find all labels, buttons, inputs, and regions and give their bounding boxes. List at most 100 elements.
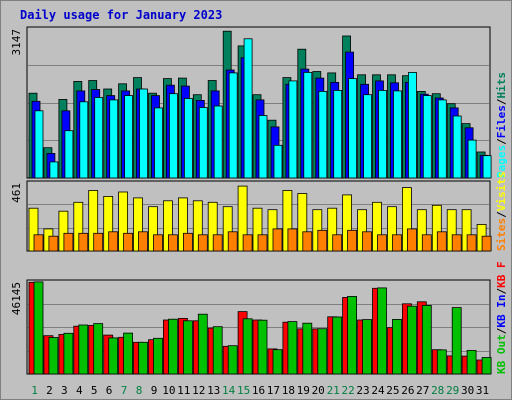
bar-top-pages-23 xyxy=(363,94,373,179)
legend-item-kb-in: KB In xyxy=(495,295,508,328)
bar-middle-sites-9 xyxy=(153,234,163,252)
bar-middle-visits-30 xyxy=(461,209,472,252)
bar-top-pages-14 xyxy=(228,72,238,179)
x-tick-label-day-2: 2 xyxy=(46,384,53,397)
x-tick-label-day-27: 27 xyxy=(416,384,429,397)
x-tick-label-day-31: 31 xyxy=(476,384,489,397)
x-tick-label-day-3: 3 xyxy=(61,384,68,397)
bar-middle-sites-2 xyxy=(48,235,59,252)
bar-top-pages-1 xyxy=(34,110,44,179)
bar-middle-sites-27 xyxy=(421,234,432,252)
bar-middle-sites-16 xyxy=(257,234,268,252)
bar-middle-sites-15 xyxy=(242,234,253,252)
x-tick-label-day-15: 15 xyxy=(237,384,250,397)
bar-middle-sites-11 xyxy=(182,232,193,252)
bar-middle-visits-21 xyxy=(327,207,338,252)
bar-bottom-kb-out-23 xyxy=(362,319,373,375)
bar-top-pages-3 xyxy=(64,130,74,179)
x-tick-label-day-7: 7 xyxy=(121,384,128,397)
y-max-label-middle: 461 xyxy=(10,183,23,203)
x-tick-label-day-25: 25 xyxy=(386,384,399,397)
bar-middle-sites-14 xyxy=(227,231,238,252)
x-tick-label-day-8: 8 xyxy=(136,384,143,397)
bar-middle-sites-21 xyxy=(332,234,343,252)
x-tick-label-day-20: 20 xyxy=(312,384,325,397)
bar-middle-sites-19 xyxy=(302,231,313,252)
bar-bottom-kb-out-6 xyxy=(108,337,119,375)
x-tick-label-day-9: 9 xyxy=(151,384,158,397)
bar-middle-sites-26 xyxy=(406,228,417,252)
bar-bottom-kb-out-28 xyxy=(436,349,447,375)
bar-top-pages-24 xyxy=(378,90,387,179)
bar-bottom-kb-out-2 xyxy=(48,337,59,375)
bar-bottom-kb-out-16 xyxy=(257,319,268,375)
bar-middle-visits-14 xyxy=(222,206,233,252)
bar-bottom-kb-out-8 xyxy=(138,341,148,375)
bar-bottom-kb-out-18 xyxy=(287,321,298,375)
chart-title: Daily usage for January 2023 xyxy=(20,8,223,22)
bar-middle-visits-10 xyxy=(162,200,173,252)
bar-top-pages-10 xyxy=(168,93,178,179)
bar-middle-sites-22 xyxy=(347,229,358,252)
bar-middle-visits-27 xyxy=(416,209,427,252)
bar-top-pages-4 xyxy=(79,101,89,179)
legend-separator: / xyxy=(495,288,508,295)
bar-middle-sites-12 xyxy=(197,234,208,252)
x-tick-label-day-17: 17 xyxy=(267,384,280,397)
bar-middle-sites-20 xyxy=(317,229,328,252)
bar-middle-sites-29 xyxy=(451,234,462,252)
bar-bottom-kb-out-9 xyxy=(153,337,163,375)
bar-bottom-kb-out-11 xyxy=(182,320,193,375)
x-tick-label-day-4: 4 xyxy=(76,384,83,397)
bar-bottom-kb-out-21 xyxy=(332,316,343,375)
bar-bottom-kb-out-5 xyxy=(93,323,104,375)
legend-item-kb-f: KB F xyxy=(495,261,508,288)
bar-middle-visits-24 xyxy=(372,201,382,252)
bar-bottom-kb-out-12 xyxy=(197,313,208,375)
bar-bottom-kb-out-10 xyxy=(167,318,178,375)
bar-middle-visits-13 xyxy=(207,201,218,252)
bar-middle-visits-29 xyxy=(446,209,457,252)
bar-top-pages-22 xyxy=(348,78,358,179)
legend-item-files: Files xyxy=(495,105,508,138)
bar-top-pages-15 xyxy=(243,38,253,179)
bar-middle-sites-18 xyxy=(287,228,298,252)
bar-middle-visits-3 xyxy=(58,210,69,252)
legend-item-kb-out: KB Out xyxy=(495,334,508,374)
bar-bottom-kb-out-20 xyxy=(317,328,328,375)
legend-separator: / xyxy=(495,211,508,218)
x-tick-label-day-1: 1 xyxy=(31,384,38,397)
bar-middle-sites-1 xyxy=(33,234,44,252)
bar-middle-visits-16 xyxy=(252,207,263,252)
x-tick-label-day-23: 23 xyxy=(356,384,369,397)
x-tick-label-day-11: 11 xyxy=(177,384,190,397)
x-tick-label-day-22: 22 xyxy=(341,384,354,397)
legend-item-pages: Pages xyxy=(495,145,508,178)
bar-top-pages-28 xyxy=(437,99,447,179)
legend-bottom: KB Out/KB In/KB F xyxy=(495,261,508,374)
bar-middle-visits-4 xyxy=(73,201,84,252)
bar-middle-visits-12 xyxy=(192,200,203,252)
bar-middle-sites-3 xyxy=(63,232,74,252)
bar-bottom-kb-out-15 xyxy=(242,318,253,375)
bar-top-pages-13 xyxy=(213,105,223,179)
x-tick-label-day-26: 26 xyxy=(401,384,414,397)
legend-separator: / xyxy=(495,98,508,105)
bar-middle-sites-8 xyxy=(138,231,148,252)
bar-top-pages-25 xyxy=(393,90,402,179)
legend-item-sites: Sites xyxy=(495,218,508,251)
bar-bottom-kb-out-31 xyxy=(481,357,492,375)
bar-top-pages-8 xyxy=(139,88,148,179)
bar-middle-sites-31 xyxy=(481,235,492,252)
legend-separator: / xyxy=(495,327,508,334)
bar-top-pages-26 xyxy=(407,72,417,179)
legend-top: Pages/Files/Hits xyxy=(495,72,508,178)
x-tick-label-day-5: 5 xyxy=(91,384,98,397)
x-tick-label-day-14: 14 xyxy=(222,384,236,397)
x-tick-label-day-10: 10 xyxy=(162,384,175,397)
bar-top-pages-19 xyxy=(303,72,313,179)
bar-middle-visits-11 xyxy=(177,197,188,252)
bar-top-pages-16 xyxy=(258,115,268,179)
